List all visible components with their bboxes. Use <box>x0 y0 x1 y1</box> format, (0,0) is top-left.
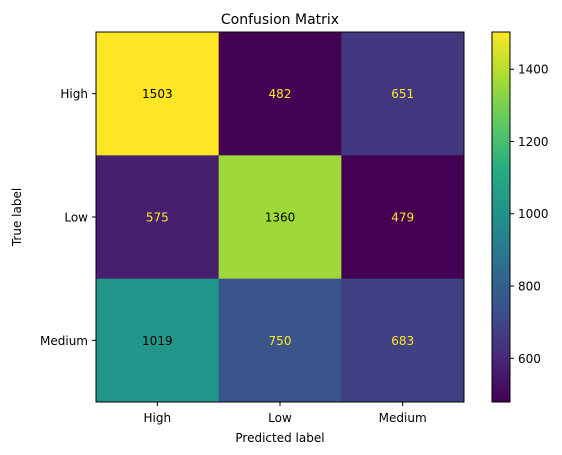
colorbar-tick-label: 1400 <box>518 63 549 77</box>
heatmap-cell <box>341 32 465 156</box>
y-tick-label: Medium <box>40 334 88 348</box>
cell-value-label: 750 <box>269 334 292 348</box>
colorbar-ticks: 600 800 1000 1200 1400 <box>510 63 549 366</box>
y-axis-label: True label <box>10 188 24 247</box>
cell-value-label: 482 <box>269 87 292 101</box>
heatmap-cell-labels: 1503 482 651 575 1360 479 1019 750 683 <box>142 87 414 348</box>
x-tick-label: Low <box>268 411 292 425</box>
cell-value-label: 683 <box>391 334 414 348</box>
cell-value-label: 575 <box>146 211 169 225</box>
heatmap-cells <box>96 32 465 403</box>
heatmap-cell <box>341 155 465 280</box>
colorbar-tick-label: 600 <box>518 352 541 366</box>
y-tick-label: High <box>60 87 88 101</box>
colorbar-tick-label: 1000 <box>518 207 549 221</box>
chart-title: Confusion Matrix <box>221 12 339 28</box>
x-axis-label: Predicted label <box>235 431 324 445</box>
x-tick-label: Medium <box>379 411 427 425</box>
cell-value-label: 651 <box>391 87 414 101</box>
y-axis-ticks: High Low Medium <box>40 87 96 348</box>
heatmap-cell <box>218 278 342 403</box>
cell-value-label: 479 <box>391 211 414 225</box>
y-tick-label: Low <box>64 211 88 225</box>
colorbar <box>491 31 511 403</box>
heatmap-cell <box>218 155 342 280</box>
cell-value-label: 1360 <box>265 211 296 225</box>
heatmap-cell <box>218 32 342 156</box>
heatmap-cell <box>96 32 220 156</box>
heatmap-cell <box>96 278 220 403</box>
cell-value-label: 1019 <box>142 334 173 348</box>
x-axis-ticks: High Low Medium <box>144 402 427 425</box>
heatmap-cell <box>96 155 220 280</box>
x-tick-label: High <box>144 411 172 425</box>
cell-value-label: 1503 <box>142 87 173 101</box>
heatmap-cell <box>341 278 465 403</box>
colorbar-tick-label: 800 <box>518 280 541 294</box>
colorbar-tick-label: 1200 <box>518 135 549 149</box>
